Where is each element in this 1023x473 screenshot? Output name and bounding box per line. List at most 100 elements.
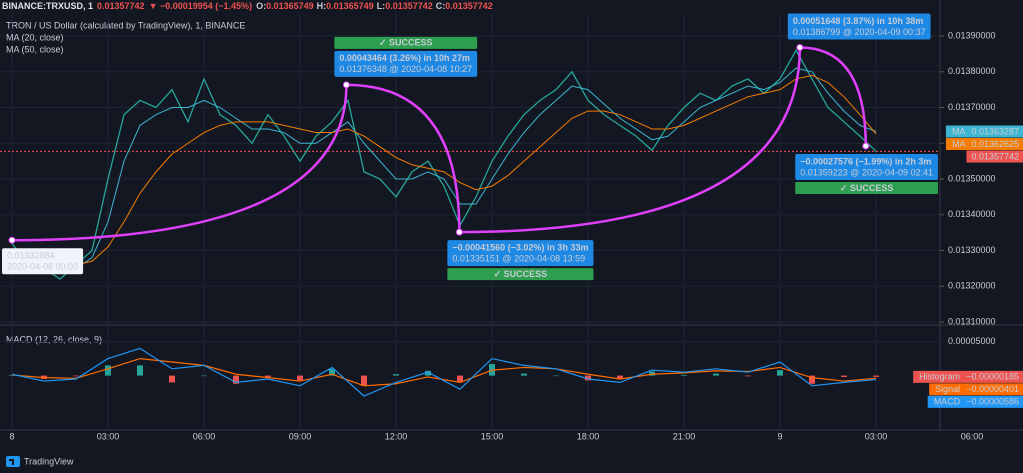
axis-tag: 0.01357742 xyxy=(966,150,1023,163)
histogram-bar xyxy=(553,375,559,377)
x-tick-label: 06:00 xyxy=(193,431,216,441)
measure-box: −0.00041560 (−3.02%) in 3h 33m0.01335151… xyxy=(447,240,594,281)
axis-tag-value: 0.01357742 xyxy=(971,151,1019,161)
measure-text: −0.00041560 (−3.02%) in 3h 33m xyxy=(452,242,588,252)
measure-box-bg xyxy=(334,50,478,77)
axis-tag-value: −0.00000401 xyxy=(966,384,1019,394)
measure-arc xyxy=(799,46,868,147)
histogram-bar xyxy=(105,365,111,376)
measure-box: 0.00051648 (3.87%) in 10h 38m0.01386799 … xyxy=(787,13,931,40)
histogram-bar xyxy=(713,373,719,376)
measure-point xyxy=(342,81,350,89)
histogram-bar xyxy=(681,374,687,376)
measure-text: 0.01332884 xyxy=(7,251,55,261)
ohlc-value: 0.01365749 xyxy=(266,1,314,11)
histogram-bar xyxy=(873,375,879,377)
measure-detail: 0.01335151 @ 2020-04-08 13:59 xyxy=(452,253,585,263)
success-badge xyxy=(795,182,938,195)
y-tick-label: 0.01350000 xyxy=(948,173,996,183)
macd-title: MACD (12, 26, close, 9) xyxy=(6,334,102,344)
footer-brand: TradingView xyxy=(24,456,74,466)
y-tick-label: 0.01380000 xyxy=(948,66,996,76)
y-tick-label: 0.01340000 xyxy=(948,209,996,219)
x-tick-label: 18:00 xyxy=(577,431,600,441)
measure-detail: 0.01376348 @ 2020-04-08 10:27 xyxy=(339,64,472,74)
measure-arc xyxy=(346,83,461,233)
x-tick-label: 21:00 xyxy=(673,431,696,441)
histogram-bar xyxy=(265,375,271,377)
axis-tag-name: Signal xyxy=(935,384,960,394)
measure-text: 0.00043464 (3.26%) in 10h 27m xyxy=(339,53,470,63)
measure-box-bg xyxy=(447,240,594,267)
measure-box-bg xyxy=(795,154,938,181)
price-line xyxy=(11,74,877,266)
axis-tag: Signal −0.00000401 xyxy=(929,383,1023,396)
x-tick-label: 03:00 xyxy=(865,431,888,441)
measure-box-bg xyxy=(787,13,931,40)
legend-entry: MA (20, close) xyxy=(6,32,64,42)
measure-detail: 0.01359223 @ 2020-04-09 02:41 xyxy=(800,167,933,177)
axis-tag-bg xyxy=(945,125,1023,138)
y-tick-label: 0.01320000 xyxy=(948,281,996,291)
axis-tag-bg xyxy=(929,383,1023,396)
measure-text: 0.00051648 (3.87%) in 10h 38m xyxy=(793,16,924,26)
histogram-bar xyxy=(521,373,527,376)
success-badge xyxy=(447,268,594,281)
histogram-bar xyxy=(169,375,175,383)
x-tick-label: 8 xyxy=(9,431,14,441)
macd-line xyxy=(11,347,877,397)
ohlc-label: L: xyxy=(377,1,386,11)
chart-title: TRON / US Dollar (calculated by TradingV… xyxy=(6,20,245,30)
x-tick-label: 9 xyxy=(777,431,782,441)
histogram-bar xyxy=(297,375,303,381)
measure-box-bg xyxy=(2,248,84,275)
measure-point xyxy=(455,228,463,236)
ohlc-value: 0.01365749 xyxy=(326,1,374,11)
axis-tag-bg xyxy=(913,370,1023,383)
histogram-bar xyxy=(201,375,207,377)
symbol: BINANCE:TRXUSD, 1 xyxy=(2,1,93,11)
histogram-bar xyxy=(585,375,591,381)
ohlc-value: 0.01357742 xyxy=(445,1,493,11)
legend-entry: MA (50, close) xyxy=(6,44,64,54)
histogram-bar xyxy=(329,368,335,376)
axis-tag-bg xyxy=(945,138,1023,151)
y-tick-label: 0.01390000 xyxy=(948,30,996,40)
histogram-bar xyxy=(137,365,143,376)
histogram-bar xyxy=(841,375,847,377)
axis-tag: Histogram −0.00000185 xyxy=(913,370,1023,383)
success-text: ✓ SUCCESS xyxy=(840,183,894,193)
x-tick-label: 09:00 xyxy=(289,431,312,441)
measure-point xyxy=(8,236,16,244)
histogram-bar xyxy=(457,375,463,383)
measure-box: 0.00043464 (3.26%) in 10h 27m0.01376348 … xyxy=(334,36,478,77)
y-tick-label: 0.01310000 xyxy=(948,316,996,326)
y-tick-label: 0.01330000 xyxy=(948,245,996,255)
ohlc-label: C: xyxy=(436,1,446,11)
ohlc-label: H: xyxy=(317,1,327,11)
histogram-bar xyxy=(649,371,655,376)
price-line xyxy=(11,48,877,280)
axis-tag-value: 0.01363287 xyxy=(971,126,1019,136)
axis-tag-bg xyxy=(966,150,1023,163)
measure-detail: 0.01386799 @ 2020-04-09 00:37 xyxy=(793,27,926,37)
x-tick-label: 15:00 xyxy=(481,431,504,441)
histogram-bar xyxy=(777,370,783,376)
success-badge xyxy=(334,36,478,49)
measure-arc xyxy=(11,84,348,242)
change: ▼ −0.00019954 (−1.45%) xyxy=(149,1,252,11)
header: BINANCE:TRXUSD, 1 0.01357742 ▼ −0.00019954… xyxy=(2,1,493,11)
axis-tag: MA 0.01362625 xyxy=(945,138,1023,151)
measure-detail: 2020-04-08 00:00 xyxy=(7,262,78,272)
axis-tag-value: −0.00000185 xyxy=(966,372,1019,382)
x-tick-label: 12:00 xyxy=(385,431,408,441)
last-price: 0.01357742 xyxy=(97,1,145,11)
measure-text: −0.00027576 (−1.99%) in 2h 3m xyxy=(800,156,931,166)
histogram-bar xyxy=(233,375,239,384)
histogram-bar xyxy=(617,375,623,379)
histogram-bar xyxy=(745,375,751,377)
macd-line xyxy=(11,357,877,387)
axis-tag: MA 0.01363287 xyxy=(945,125,1023,138)
